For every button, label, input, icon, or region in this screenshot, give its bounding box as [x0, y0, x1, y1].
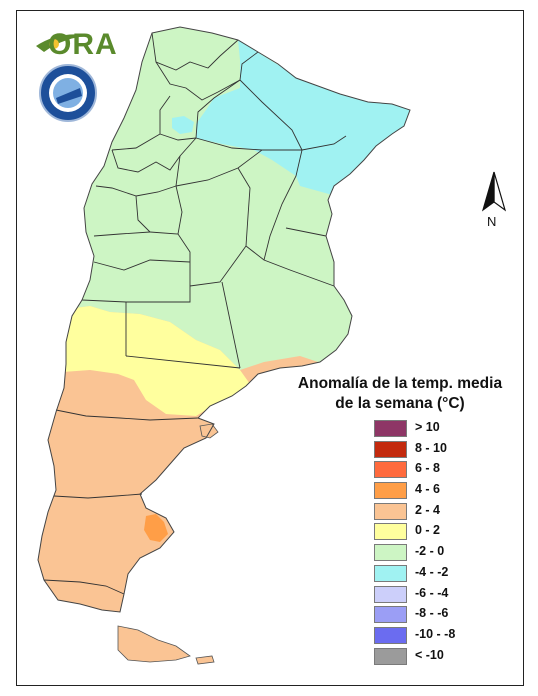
- legend-swatch: [374, 544, 407, 562]
- legend-swatch: [374, 440, 407, 458]
- legend-label: -4 - -2: [415, 564, 449, 579]
- legend-label: > 10: [415, 420, 440, 434]
- legend-label: -6 - -4: [415, 585, 449, 600]
- legend-title-line1: Anomalía de la temp. media: [297, 375, 503, 392]
- legend-swatch: [374, 626, 407, 644]
- legend-swatch: [374, 502, 407, 520]
- legend-label: 0 - 2: [415, 523, 441, 538]
- north-arrow-icon: [481, 171, 507, 212]
- zone-minus4-minus2-nw: [172, 116, 194, 134]
- legend-title-line2: de la semana (°C): [335, 395, 465, 412]
- legend-label: 8 - 10: [415, 440, 447, 455]
- map-border: [16, 10, 524, 686]
- legend-label: -10 - -8: [415, 626, 456, 641]
- coastline: [37, 26, 411, 613]
- island-islet: [195, 655, 215, 665]
- peninsula-valdes: [199, 423, 219, 439]
- legend-label: < -10: [415, 647, 444, 662]
- legend-swatch: [374, 606, 407, 624]
- legend-swatch: [374, 523, 407, 541]
- ora-logo-text: ORA: [48, 28, 118, 61]
- legend-label: 2 - 4: [415, 502, 441, 517]
- zone-minus4-minus2-ne: [196, 40, 410, 196]
- legend-swatch: [374, 585, 407, 603]
- legend-swatch: [374, 482, 407, 500]
- ora-logo-swoosh: [36, 34, 92, 52]
- legend-title: Anomalía de la temp. media de la semana …: [282, 374, 518, 414]
- tierra-del-fuego: [117, 625, 191, 663]
- legend-swatch: [374, 461, 407, 479]
- province-boundaries: [43, 32, 347, 595]
- legend-label: 4 - 6: [415, 482, 441, 497]
- legend-swatch: [374, 647, 407, 665]
- zone-4-6: [144, 514, 168, 542]
- legend-label: -2 - 0: [415, 544, 445, 559]
- legend-label: 6 - 8: [415, 461, 441, 476]
- zone-0-2: [38, 306, 250, 416]
- legend-swatch: [374, 564, 407, 582]
- smn-seal: [39, 64, 97, 122]
- north-label: N: [487, 214, 497, 229]
- legend-label: -8 - -6: [415, 606, 449, 621]
- legend-swatch: [374, 420, 407, 437]
